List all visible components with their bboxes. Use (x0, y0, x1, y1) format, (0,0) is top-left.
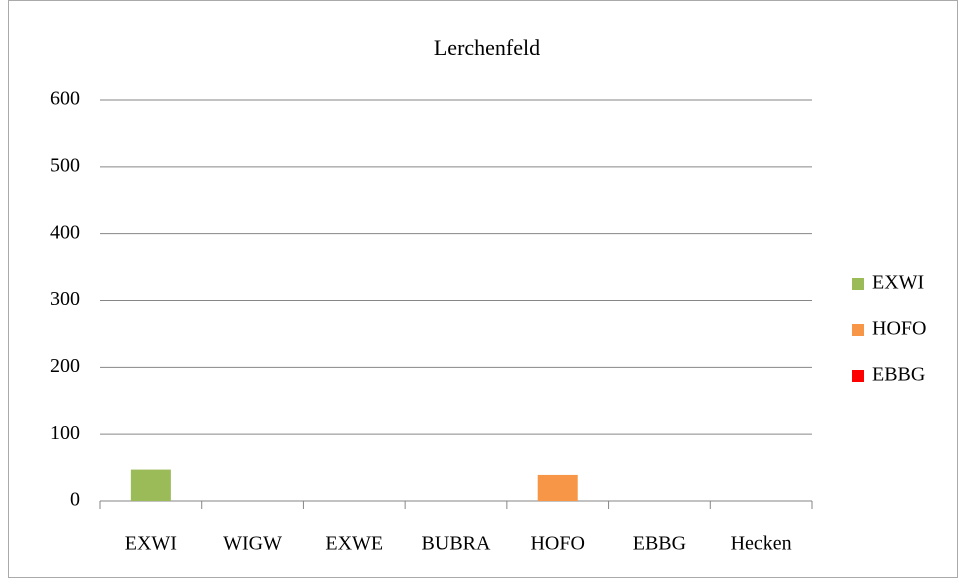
x-tick-label: HOFO (530, 533, 584, 555)
y-tick-label: 300 (50, 288, 80, 310)
y-tick-label: 500 (50, 154, 80, 176)
legend-swatch (852, 324, 864, 336)
x-tick-label: Hecken (731, 533, 792, 555)
bar (537, 474, 578, 501)
y-tick-label: 0 (70, 489, 80, 511)
bar (130, 469, 171, 501)
y-tick-label: 600 (50, 88, 80, 110)
x-tick-label: WIGW (223, 533, 282, 555)
x-tick-label: BUBRA (422, 533, 491, 555)
y-tick-label: 200 (50, 355, 80, 377)
chart-title: Lerchenfeld (434, 35, 540, 60)
legend-swatch (852, 370, 864, 382)
y-tick-label: 400 (50, 221, 80, 243)
legend-label: EXWI (872, 272, 924, 294)
legend-swatch (852, 278, 864, 290)
legend-label: HOFO (872, 318, 926, 340)
y-tick-label: 100 (50, 422, 80, 444)
legend-label: EBBG (872, 364, 925, 386)
x-tick-label: EXWI (125, 533, 177, 555)
x-tick-label: EBBG (633, 533, 686, 555)
x-tick-label: EXWE (325, 533, 383, 555)
